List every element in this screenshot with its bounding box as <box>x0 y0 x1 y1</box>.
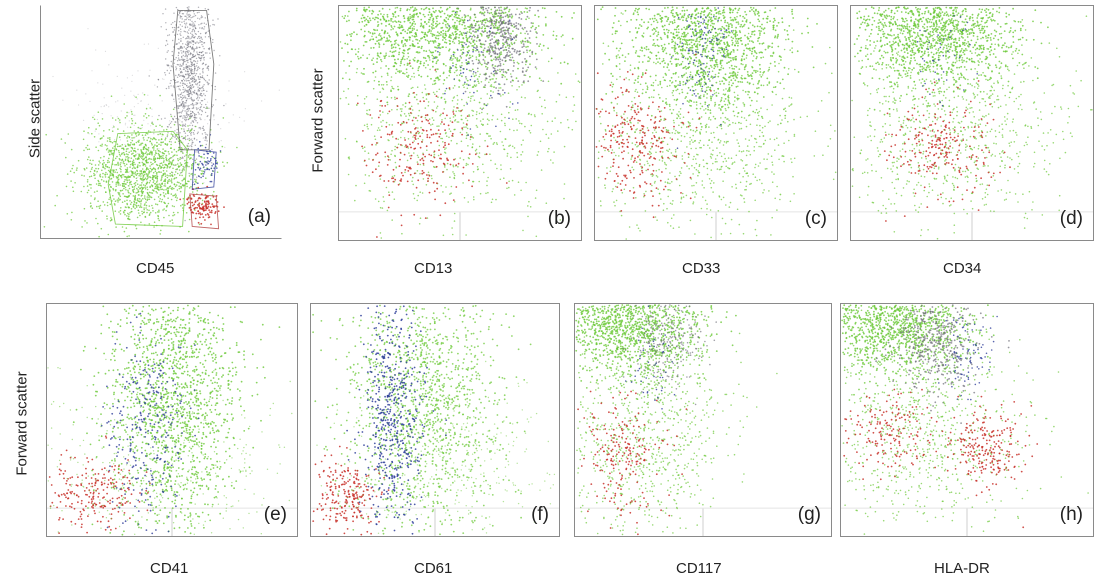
scatter-panel-g: (g) <box>574 303 832 537</box>
scatter-panel-c: (c) <box>594 5 838 241</box>
scatter-plot-h <box>841 304 1093 536</box>
scatter-panel-e: (e) <box>46 303 298 537</box>
scatter-plot-b <box>339 6 581 240</box>
panel-label-b: (b) <box>547 208 571 229</box>
scatter-plot-c <box>595 6 837 240</box>
panel-label-h: (h) <box>1059 504 1083 525</box>
x-axis-label-h: HLA-DR <box>934 560 990 577</box>
x-axis-label-d: CD34 <box>943 260 982 277</box>
scatter-plot-e <box>47 304 297 536</box>
y-axis-label-forward-scatter-bottom: Forward scatter <box>13 371 31 476</box>
x-axis-label-b: CD13 <box>414 260 453 277</box>
scatter-panel-d: (d) <box>850 5 1094 241</box>
panel-label-g: (g) <box>797 504 821 525</box>
scatter-plot-a <box>43 6 280 238</box>
panel-label-c: (c) <box>804 208 827 229</box>
x-axis-label-e: CD41 <box>150 560 189 577</box>
scatter-plot-d <box>851 6 1093 240</box>
x-axis-label-c: CD33 <box>682 260 721 277</box>
x-axis-label-a: CD45 <box>136 260 175 277</box>
scatter-plot-f <box>311 304 559 536</box>
y-axis-label-forward-scatter-top: Forward scatter <box>309 68 327 173</box>
x-axis-label-f: CD61 <box>414 560 453 577</box>
x-axis-label-g: CD117 <box>676 560 722 577</box>
panel-label-e: (e) <box>263 504 287 525</box>
scatter-plot-g <box>575 304 831 536</box>
panel-label-f: (f) <box>531 504 549 525</box>
scatter-panel-a: (a) <box>40 5 282 239</box>
panel-label-a: (a) <box>247 206 271 227</box>
scatter-panel-f: (f) <box>310 303 560 537</box>
scatter-panel-b: (b) <box>338 5 582 241</box>
panel-label-d: (d) <box>1059 208 1083 229</box>
scatter-panel-h: (h) <box>840 303 1094 537</box>
